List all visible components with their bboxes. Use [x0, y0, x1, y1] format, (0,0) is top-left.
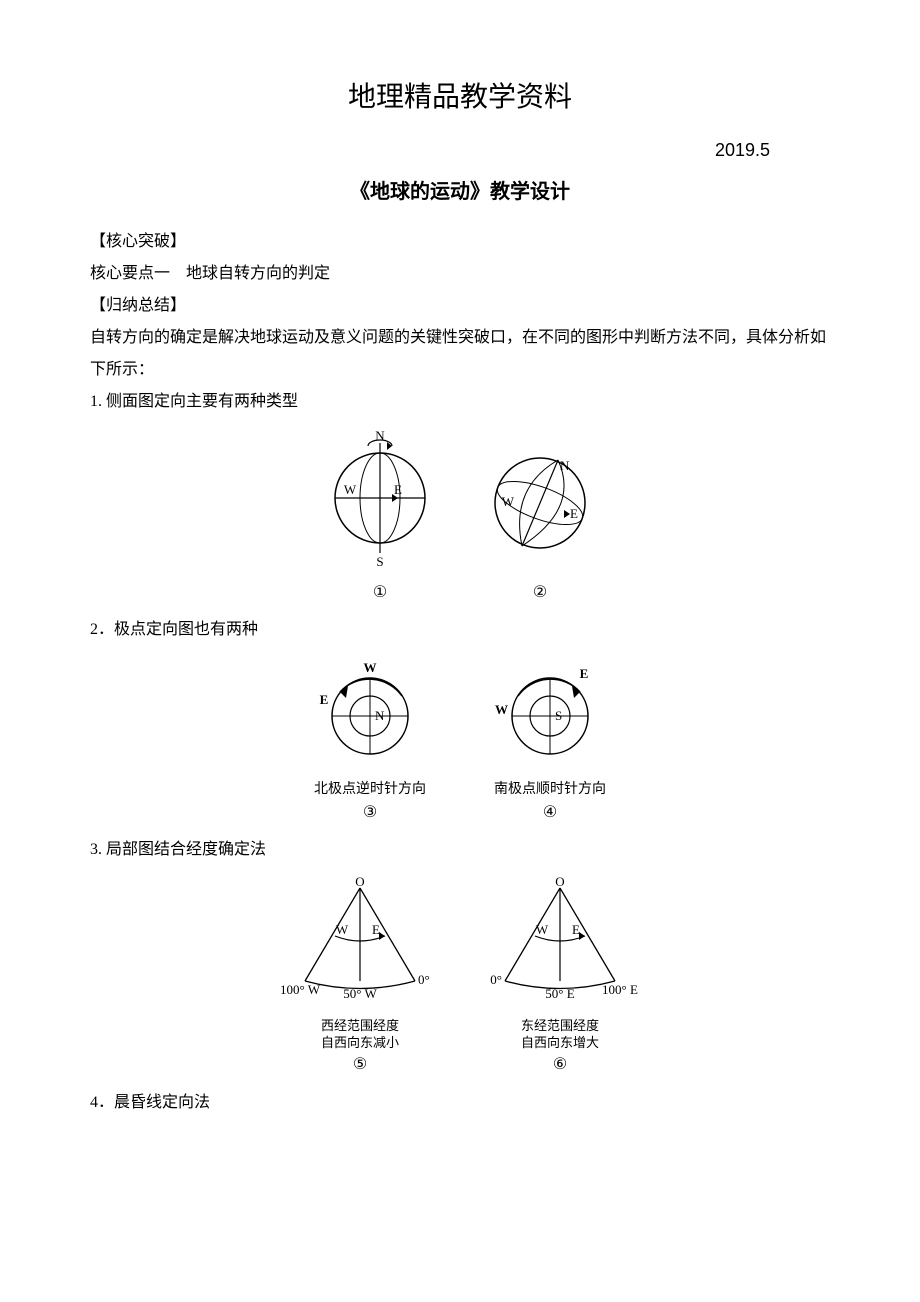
figure-2-left-num: ③ [300, 802, 440, 824]
cone-apex-o2: O [555, 876, 564, 889]
fig3-left-cap2: 自西向东减小 [280, 1035, 440, 1052]
cone-w2: W [536, 922, 549, 937]
deg-left2: 0° [490, 972, 502, 987]
deg-right2: 100° E [602, 982, 638, 997]
figure-3: O W E 100° W 50° W 0° 西经范围经度 自西向东减小 ⑤ O … [90, 876, 830, 1076]
figure-2-right-num: ④ [480, 802, 620, 824]
fig3-left-cap1: 西经范围经度 [280, 1018, 440, 1035]
fig3-right-cap2: 自西向东增大 [480, 1035, 640, 1052]
figure-3-left: O W E 100° W 50° W 0° 西经范围经度 自西向东减小 ⑤ [280, 876, 440, 1076]
label-center-n: N [375, 708, 385, 723]
figure-3-right: O W E 0° 50° E 100° E 东经范围经度 自西向东增大 ⑥ [480, 876, 640, 1076]
figure-2-right: E W S 南极点顺时针方向 ④ [480, 656, 620, 824]
figure-1-right: N W E ② [480, 428, 600, 604]
label-n2: N [560, 458, 570, 473]
figure-2-right-caption: 南极点顺时针方向 [480, 780, 620, 800]
label-e: E [394, 482, 402, 497]
label-w2: W [502, 494, 515, 509]
polar-south-svg: E W S [480, 656, 620, 766]
figure-2: W E N 北极点逆时针方向 ③ E W S 南极点顺时针方向 ④ [90, 656, 830, 824]
cone-w: W [336, 922, 349, 937]
intro-text: 自转方向的确定是解决地球运动及意义问题的关键性突破口，在不同的图形中判断方法不同… [90, 322, 830, 386]
fig3-right-cap1: 东经范围经度 [480, 1018, 640, 1035]
label-top-w: W [364, 660, 377, 675]
cone-west-svg: O W E 100° W 50° W 0° [280, 876, 440, 1006]
core-break-label: 【核心突破】 [90, 226, 830, 258]
globe-tilt-svg: N W E [480, 428, 600, 568]
cone-apex-o: O [355, 876, 364, 889]
figure-1-right-num: ② [480, 582, 600, 604]
globe-side-svg: N S W E [320, 428, 440, 568]
figure-1-left: N S W E ① [320, 428, 440, 604]
figure-1-left-num: ① [320, 582, 440, 604]
fig3-right-num: ⑥ [480, 1054, 640, 1076]
label-top-e: E [580, 666, 589, 681]
date-text: 2019.5 [90, 132, 770, 168]
subtitle: 《地球的运动》教学设计 [90, 172, 830, 212]
label-s: S [376, 554, 383, 568]
item1-label: 1. 侧面图定向主要有两种类型 [90, 386, 830, 418]
core-point1: 核心要点一 地球自转方向的判定 [90, 258, 830, 290]
label-n: N [375, 428, 385, 443]
label-e2: E [570, 506, 578, 521]
item4-label: 4．晨昏线定向法 [90, 1087, 830, 1119]
summary-label: 【归纳总结】 [90, 290, 830, 322]
item3-label: 3. 局部图结合经度确定法 [90, 834, 830, 866]
main-title: 地理精品教学资料 [90, 70, 830, 126]
label-w: W [344, 482, 357, 497]
label-left-w: W [495, 702, 508, 717]
figure-2-left: W E N 北极点逆时针方向 ③ [300, 656, 440, 824]
deg-mid: 50° W [343, 986, 377, 1001]
item2-label: 2．极点定向图也有两种 [90, 614, 830, 646]
cone-e: E [372, 922, 380, 937]
figure-2-left-caption: 北极点逆时针方向 [300, 780, 440, 800]
figure-1: N S W E ① N W E ② [90, 428, 830, 604]
polar-north-svg: W E N [300, 656, 440, 766]
label-center-s: S [555, 708, 562, 723]
deg-left: 100° W [280, 982, 321, 997]
cone-east-svg: O W E 0° 50° E 100° E [480, 876, 640, 1006]
cone-e2: E [572, 922, 580, 937]
fig3-left-num: ⑤ [280, 1054, 440, 1076]
deg-mid2: 50° E [545, 986, 574, 1001]
label-left-e: E [320, 692, 329, 707]
deg-right: 0° [418, 972, 430, 987]
